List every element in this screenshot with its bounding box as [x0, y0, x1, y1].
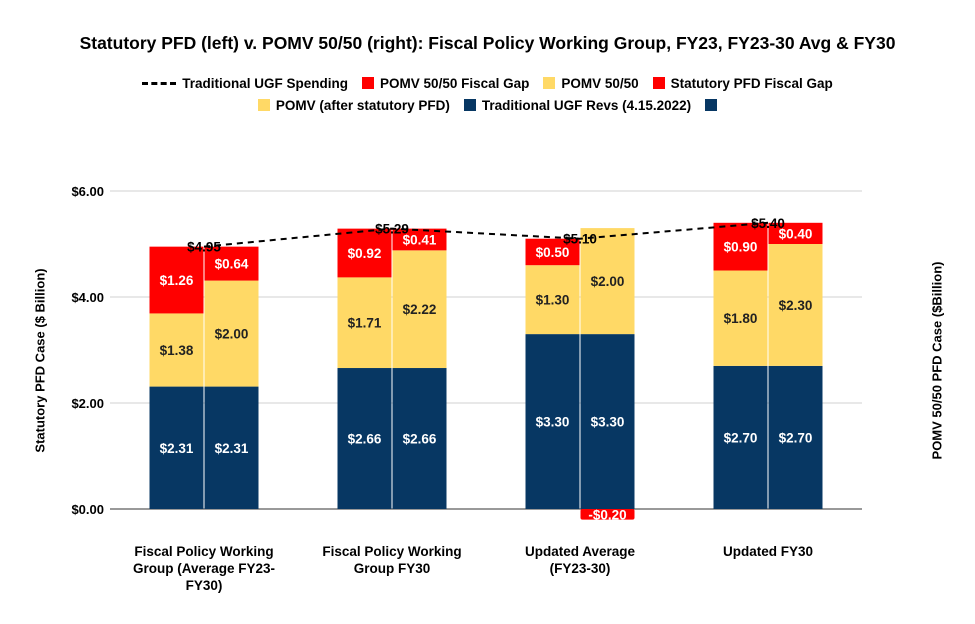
legend-item: Statutory PFD Fiscal Gap — [652, 75, 833, 91]
legend-swatch — [362, 77, 375, 89]
bar-segment — [149, 386, 204, 509]
legend-label: POMV 50/50 — [561, 75, 639, 91]
data-label: $2.70 — [779, 430, 813, 445]
legend-item: Traditional UGF Revs (4.15.2022) — [463, 97, 692, 113]
data-label: $2.00 — [591, 274, 625, 289]
line-data-label: $4.95 — [187, 240, 221, 255]
legend-swatch — [543, 77, 556, 89]
legend-item: POMV 50/50 — [543, 75, 639, 91]
legend-item: POMV 50/50 Fiscal Gap — [362, 76, 529, 91]
x-tick-label-line: Fiscal Policy Working — [322, 544, 461, 559]
bar-segment — [149, 313, 204, 387]
data-label: $1.30 — [536, 293, 570, 308]
data-label: $3.30 — [591, 415, 625, 430]
legend-row: POMV (after statutory PFD) Traditional UG… — [0, 94, 975, 116]
bar-segment — [580, 334, 635, 509]
data-label: $0.40 — [779, 226, 813, 241]
x-tick-label-line: FY30) — [186, 578, 223, 593]
bar-segment — [337, 228, 392, 278]
data-label: $0.64 — [215, 257, 249, 272]
x-tick-label-line: Updated Average — [525, 544, 636, 559]
bar-segment — [337, 368, 392, 509]
bar-segment — [768, 244, 823, 366]
data-label: $2.66 — [348, 432, 382, 447]
bar-segment — [392, 250, 447, 369]
bar-segment — [713, 365, 768, 509]
chart-title: Statutory PFD (left) v. POMV 50/50 (righ… — [79, 33, 896, 53]
x-tick-label: Updated Average (FY23-30) — [525, 544, 636, 576]
legend-row: Traditional UGF Spending POMV 50/50 Fisca… — [0, 72, 975, 94]
bar-segment — [392, 228, 447, 251]
x-tick-label: Updated FY30 — [723, 544, 813, 559]
data-label: $1.71 — [348, 316, 382, 331]
bar-segment-negative — [580, 509, 635, 520]
line-data-label: $5.29 — [375, 222, 409, 237]
data-label: $2.22 — [403, 302, 437, 317]
line-data-label: $5.10 — [563, 232, 597, 247]
legend-line-swatch — [142, 81, 177, 85]
bar-segment — [713, 270, 768, 366]
data-label: $2.30 — [779, 298, 813, 313]
bar-segment — [525, 238, 580, 266]
data-label: $1.26 — [160, 273, 194, 288]
legend-item — [705, 99, 718, 111]
y-tick-label: $2.00 — [71, 396, 104, 411]
bar-segment — [149, 246, 204, 314]
data-label: $1.38 — [160, 343, 194, 358]
x-tick-label-line: Group FY30 — [354, 561, 431, 576]
y-tick-label: $4.00 — [71, 290, 104, 305]
data-label: -$0.20 — [588, 507, 626, 522]
legend-label: Traditional UGF Revs (4.15.2022) — [481, 97, 692, 113]
data-label: $3.30 — [536, 415, 570, 430]
data-label: $2.66 — [403, 432, 437, 447]
x-tick-label-line: (FY23-30) — [550, 561, 611, 576]
y-axis-title-right: POMV 50/50 PFD Case ($Billion) — [929, 261, 945, 459]
line-data-label: $5.40 — [751, 216, 785, 231]
data-label: $0.41 — [403, 232, 437, 247]
bar-segment — [768, 222, 823, 244]
bar-segment — [525, 265, 580, 335]
bar-segment — [392, 368, 447, 509]
legend-label: POMV 50/50 Fiscal Gap — [380, 75, 530, 91]
bar-segment — [768, 365, 823, 509]
data-label: $2.70 — [724, 430, 758, 445]
bar-segment — [204, 280, 259, 387]
legend-label: POMV (after statutory PFD) — [275, 97, 450, 113]
y-axis-title-left: Statutory PFD Case ($ Billion) — [32, 267, 48, 453]
x-tick-label-line: Fiscal Policy Working — [134, 544, 273, 559]
legend-swatch — [463, 99, 476, 111]
y-tick-label: $6.00 — [71, 184, 104, 199]
legend-item: Traditional UGF Spending — [142, 76, 348, 91]
data-label: $2.31 — [160, 441, 194, 456]
data-label: $0.50 — [536, 245, 570, 260]
bar-segment — [525, 334, 580, 509]
data-label: $2.00 — [215, 327, 249, 342]
data-label: $0.90 — [724, 240, 758, 255]
legend-swatch — [257, 99, 270, 111]
bar-segment — [713, 222, 768, 271]
data-label: $0.92 — [348, 246, 382, 261]
bar-segment — [337, 277, 392, 369]
legend: Traditional UGF Spending POMV 50/50 Fisca… — [0, 72, 975, 116]
legend-item: POMV (after statutory PFD) — [257, 97, 450, 113]
data-label: $2.31 — [215, 441, 249, 456]
legend-label: Traditional UGF Spending — [182, 75, 349, 91]
legend-swatch — [705, 99, 718, 111]
data-label: $1.80 — [724, 311, 758, 326]
x-tick-label: Fiscal Policy Working Group FY30 — [322, 544, 461, 576]
legend-label: Statutory PFD Fiscal Gap — [670, 75, 833, 91]
y-tick-label: $0.00 — [71, 502, 104, 517]
x-tick-label-line: Group (Average FY23- — [133, 561, 275, 576]
bar-segment — [580, 228, 635, 335]
bar-segment — [204, 246, 259, 281]
legend-swatch — [652, 77, 665, 89]
x-tick-label-line: Updated FY30 — [723, 544, 813, 559]
x-tick-label: Fiscal Policy Working Group (Average FY23… — [133, 544, 275, 593]
series-line-traditional-ugf-spending — [203, 221, 769, 248]
bar-segment — [204, 386, 259, 509]
